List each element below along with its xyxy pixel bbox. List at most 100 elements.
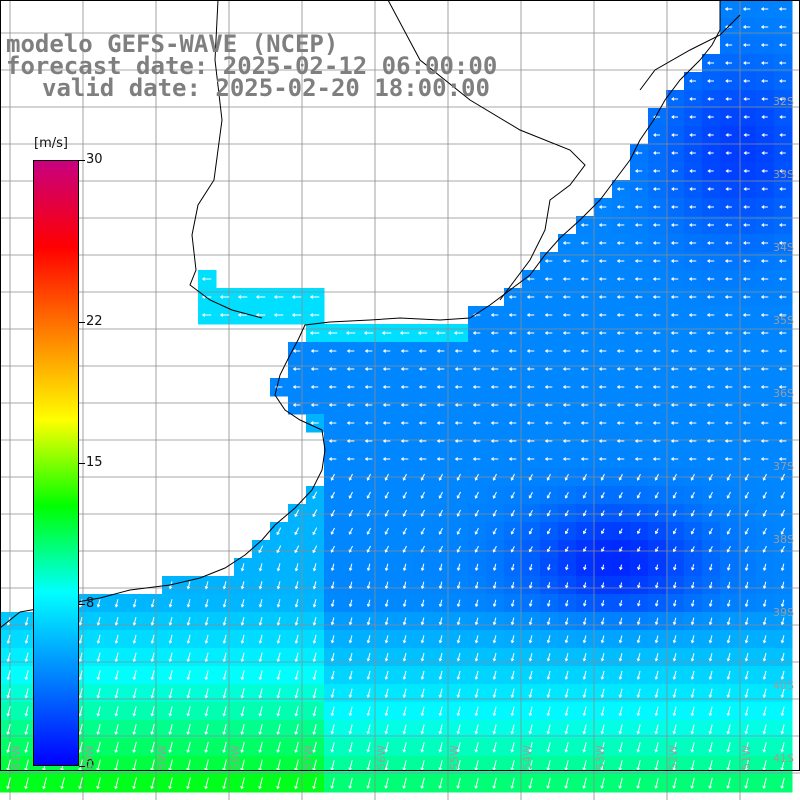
wind-arrow-head <box>474 640 479 644</box>
wind-arrow-head <box>364 457 368 461</box>
wind-arrow-head <box>204 731 208 735</box>
wind-arrow <box>331 724 335 734</box>
wind-arrow-head <box>508 403 512 407</box>
wind-arrow <box>655 724 659 734</box>
wind-vectors <box>6 7 787 790</box>
wind-arrow-head <box>778 403 782 407</box>
wind-arrow-head <box>780 658 785 662</box>
wind-arrow-head <box>528 477 532 481</box>
wind-arrow-head <box>276 549 280 554</box>
wind-arrow <box>475 706 479 716</box>
wind-arrow <box>313 581 317 589</box>
wind-arrow-head <box>708 567 713 571</box>
wind-arrow <box>133 616 137 626</box>
wind-arrow <box>349 527 353 535</box>
wind-arrow <box>745 617 749 625</box>
wind-arrow <box>745 670 749 680</box>
wind-arrow <box>781 617 785 625</box>
wind-arrow-head <box>546 658 551 662</box>
wind-arrow-head <box>690 621 695 626</box>
wind-arrow <box>727 599 731 607</box>
wind-arrow-head <box>384 731 389 735</box>
wind-arrow-head <box>186 622 191 626</box>
wind-arrow-head <box>724 349 729 353</box>
wind-arrow-head <box>779 205 783 209</box>
wind-arrow-head <box>583 566 587 571</box>
wind-arrow-head <box>726 694 731 699</box>
wind-arrow-head <box>780 513 784 517</box>
wind-arrow-head <box>688 259 693 263</box>
wind-arrow <box>673 528 677 534</box>
wind-arrow-head <box>528 495 532 499</box>
wind-arrow-head <box>724 385 728 389</box>
wind-arrow <box>781 491 785 499</box>
wind-arrow <box>727 777 731 789</box>
wind-arrow-head <box>725 61 729 65</box>
wind-arrow-head <box>96 786 100 790</box>
wind-arrow-head <box>618 495 623 499</box>
wind-arrow <box>673 582 677 588</box>
wind-arrow-head <box>150 695 155 699</box>
wind-arrow-head <box>600 785 604 789</box>
wind-arrow-head <box>276 695 281 699</box>
wind-arrow <box>421 491 425 499</box>
wind-arrow-head <box>562 457 567 461</box>
wind-arrow-head <box>330 585 335 590</box>
wind-arrow <box>547 617 551 625</box>
wind-arrow-head <box>689 169 693 173</box>
wind-arrow-head <box>420 658 425 662</box>
wind-arrow-head <box>671 187 675 191</box>
wind-arrow-head <box>580 421 584 425</box>
wind-arrow <box>547 724 551 734</box>
wind-arrow <box>673 546 677 552</box>
wind-arrow-head <box>618 621 623 626</box>
wind-arrow <box>745 599 749 607</box>
wind-arrow-head <box>726 785 730 789</box>
wind-arrow-head <box>654 513 659 517</box>
wind-arrow-head <box>472 367 476 371</box>
wind-arrow <box>493 742 497 752</box>
wind-arrow <box>619 510 623 516</box>
wind-arrow-head <box>474 694 479 699</box>
wind-arrow <box>475 742 479 752</box>
wind-arrow-head <box>762 513 766 517</box>
wind-arrow <box>258 545 264 553</box>
wind-arrow-head <box>726 731 731 735</box>
wind-arrow <box>25 652 29 662</box>
wind-arrow-head <box>366 676 371 680</box>
wind-arrow <box>547 653 551 661</box>
wind-arrow-head <box>744 585 749 590</box>
wind-arrow-head <box>760 403 764 407</box>
wind-arrow-head <box>743 169 747 173</box>
wind-arrow-head <box>688 313 693 317</box>
wind-arrow-head <box>492 603 497 608</box>
wind-arrow <box>709 599 713 607</box>
wind-arrow <box>277 759 281 771</box>
wind-arrow-head <box>96 731 100 735</box>
wind-arrow <box>367 563 371 571</box>
wind-arrow-head <box>582 749 586 753</box>
wind-arrow <box>673 510 677 516</box>
wind-arrow-head <box>222 731 226 735</box>
wind-arrow <box>169 741 173 753</box>
wind-arrow <box>169 652 173 662</box>
wind-arrow <box>493 706 497 716</box>
wind-arrow <box>223 616 227 626</box>
wind-arrow-head <box>546 477 550 481</box>
wind-arrow <box>475 670 479 680</box>
wind-arrow-head <box>546 585 551 589</box>
wind-arrow <box>349 545 353 553</box>
wind-arrow <box>241 777 245 789</box>
wind-arrow-head <box>382 421 386 425</box>
wind-arrow <box>565 759 569 771</box>
wind-arrow-head <box>312 695 317 699</box>
wind-arrow-head <box>258 604 263 608</box>
wind-arrow <box>79 599 83 607</box>
wind-arrow-head <box>438 531 442 535</box>
wind-arrow <box>259 652 263 662</box>
wind-arrow-head <box>364 421 368 425</box>
wind-arrow-head <box>762 495 766 499</box>
wind-arrow-head <box>618 477 622 481</box>
wind-arrow-head <box>384 549 388 553</box>
wind-arrow <box>97 706 101 716</box>
